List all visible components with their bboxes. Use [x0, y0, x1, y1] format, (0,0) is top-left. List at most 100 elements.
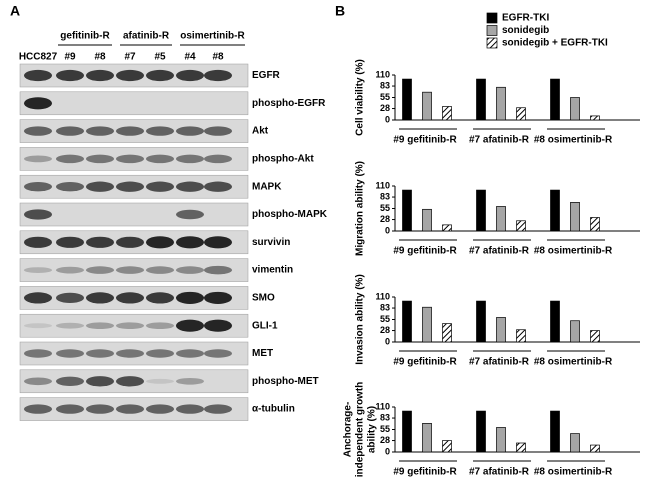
blot-band [116, 266, 144, 274]
group-label: gefitinib-R [60, 31, 110, 42]
bar [442, 224, 452, 232]
blot-band [56, 349, 84, 358]
blot-band [146, 126, 174, 136]
y-axis-title: Migration ability (%) [355, 161, 366, 256]
blot-band [86, 181, 114, 192]
bar [550, 410, 560, 453]
bar [422, 306, 432, 343]
blot-band [24, 126, 52, 136]
x-tick-label: #9 gefitinib-R [393, 246, 457, 257]
blot-band [86, 236, 114, 248]
y-tick-label: 110 [375, 69, 390, 79]
blot-band [86, 154, 114, 164]
blot-strip [19, 258, 249, 282]
y-tick-label: 28 [380, 435, 390, 445]
panel-label: B [335, 3, 345, 19]
legend-swatch [486, 37, 498, 49]
blot-band [146, 154, 174, 164]
bar [476, 78, 486, 121]
blot-label: phospho-EGFR [252, 98, 326, 109]
blot-band [24, 182, 52, 192]
blot-band [204, 404, 232, 414]
blot-band [176, 69, 204, 82]
blot-band [204, 69, 232, 82]
bar [496, 427, 506, 453]
blot-band [204, 319, 232, 332]
blot-band [24, 404, 52, 414]
bar [402, 189, 412, 232]
blot-band [204, 265, 232, 275]
blot-band [176, 349, 204, 358]
y-tick-label: 28 [380, 214, 390, 224]
lane-label: #7 [124, 52, 136, 63]
blot-band [146, 69, 174, 82]
lane-label: #8 [94, 52, 106, 63]
blot-label: EGFR [252, 70, 281, 81]
blot-band [116, 236, 144, 248]
y-tick-label: 83 [380, 302, 390, 312]
legend-swatch [486, 12, 498, 24]
y-axis-title: independent growth [355, 382, 366, 477]
blot-band [116, 181, 144, 192]
bar [516, 220, 526, 232]
blot-band [86, 349, 114, 358]
bar [550, 189, 560, 232]
legend-label: sonidegib + EGFR-TKI [502, 38, 608, 49]
blot-band [176, 404, 204, 414]
y-tick-label: 28 [380, 325, 390, 335]
blot-band [56, 236, 84, 248]
blot-band [146, 378, 174, 384]
blot-band [24, 377, 52, 386]
blot-band [176, 154, 204, 164]
bar [402, 410, 412, 453]
bar [442, 440, 452, 453]
blot-band [24, 323, 52, 329]
blot-band [204, 154, 232, 164]
blot-band [176, 209, 204, 220]
blot-band [56, 322, 84, 329]
lane-label: HCC827 [19, 52, 58, 63]
panel-label: A [10, 3, 20, 19]
group-label: afatinib-R [123, 31, 170, 42]
bar [476, 410, 486, 453]
blot-band [176, 181, 204, 192]
bar [496, 206, 506, 232]
blot-band [176, 377, 204, 385]
blot-band [24, 292, 52, 304]
y-tick-label: 110 [375, 401, 390, 411]
bar [550, 300, 560, 343]
group-label: osimertinib-R [180, 31, 245, 42]
bar [402, 300, 412, 343]
blot-band [176, 236, 204, 249]
bar [590, 444, 600, 453]
legend-label: sonidegib [502, 25, 549, 36]
bar [590, 330, 600, 343]
bar [570, 97, 580, 121]
bar [570, 320, 580, 343]
blot-band [204, 349, 232, 358]
blot-band [56, 376, 84, 386]
blot-label: Akt [252, 126, 269, 137]
y-tick-label: 55 [380, 92, 390, 102]
blot-band [204, 126, 232, 136]
blot-band [176, 319, 204, 332]
lane-label: #5 [154, 52, 166, 63]
lane-label: #9 [64, 52, 76, 63]
bar [422, 423, 432, 453]
y-tick-label: 0 [385, 446, 390, 456]
blot-label: GLI-1 [252, 320, 278, 331]
legend-swatch [486, 25, 498, 36]
x-tick-label: #9 gefitinib-R [393, 357, 457, 368]
blot-label: survivin [252, 237, 290, 248]
blot-band [146, 266, 174, 274]
y-tick-label: 83 [380, 80, 390, 90]
y-tick-label: 83 [380, 191, 390, 201]
y-tick-label: 110 [375, 180, 390, 190]
bar [570, 202, 580, 232]
blot-label: phospho-MET [252, 376, 319, 387]
blot-label: MET [252, 348, 273, 359]
y-axis-title: Anchorage- [343, 402, 354, 458]
bar [442, 106, 452, 121]
blot-band [116, 404, 144, 414]
